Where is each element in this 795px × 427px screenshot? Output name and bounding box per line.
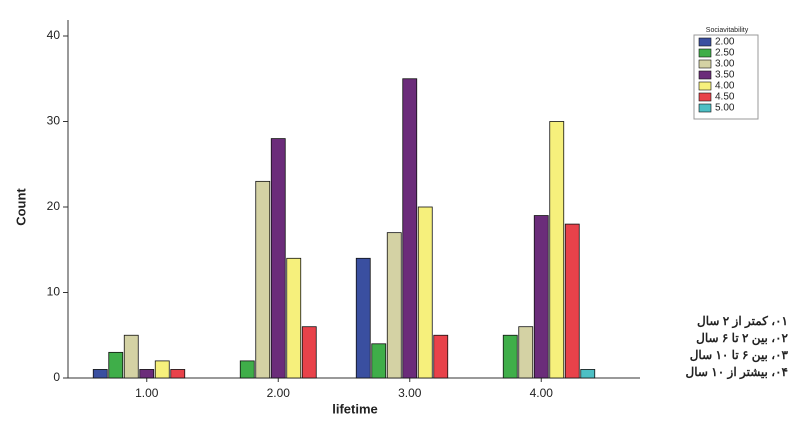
annotation: ۰۲، بین ۲ تا ۶ سال [696, 331, 788, 346]
legend-label: 4.50 [715, 92, 735, 103]
bar [565, 224, 579, 378]
y-axis-label: Count [13, 188, 28, 226]
bar [171, 369, 185, 378]
annotation: ۰۴، بیشتر از ۱۰ سال [686, 365, 788, 380]
bar [155, 361, 169, 378]
y-tick-label: 20 [47, 199, 61, 213]
legend-swatch [699, 60, 711, 68]
legend-label: 5.00 [715, 103, 735, 114]
legend-label: 2.50 [715, 48, 735, 59]
x-axis-label: lifetime [332, 401, 378, 416]
bar [93, 369, 107, 378]
bar [287, 258, 301, 378]
bar [434, 335, 448, 378]
legend-label: 4.00 [715, 81, 735, 92]
legend-label: 3.00 [715, 59, 735, 70]
y-tick-label: 30 [47, 114, 61, 128]
bar [302, 327, 316, 378]
bar [387, 233, 401, 378]
bar [503, 335, 517, 378]
bar [140, 369, 154, 378]
annotation: ۰۳، بین ۶ تا ۱۰ سال [690, 348, 789, 363]
legend-label: 3.50 [715, 70, 735, 81]
y-tick-label: 40 [47, 28, 61, 42]
x-tick-label: 1.00 [135, 386, 159, 400]
legend-swatch [699, 82, 711, 90]
y-tick-label: 10 [47, 285, 61, 299]
bar [356, 258, 370, 378]
legend-swatch [699, 71, 711, 79]
bar [581, 369, 595, 378]
x-tick-label: 3.00 [398, 386, 422, 400]
bar [550, 122, 564, 379]
bar [124, 335, 138, 378]
bar [519, 327, 533, 378]
bar [372, 344, 386, 378]
y-tick-label: 0 [53, 370, 60, 384]
legend-swatch [699, 93, 711, 101]
x-tick-label: 4.00 [530, 386, 554, 400]
bar [418, 207, 432, 378]
legend-swatch [699, 38, 711, 46]
bar [403, 79, 417, 378]
bar [109, 352, 123, 378]
legend-swatch [699, 104, 711, 112]
legend-title: Sociavitability [706, 27, 749, 34]
annotation: ۰۱، کمتر از ۲ سال [697, 314, 788, 329]
bar [534, 216, 548, 378]
legend-label: 2.00 [715, 37, 735, 48]
bar [271, 139, 285, 378]
bar [256, 181, 270, 378]
chart: lifetime Count Sociavitability 0 10 20 30 40… [0, 0, 795, 427]
bar [240, 361, 254, 378]
legend-swatch [699, 49, 711, 57]
x-tick-label: 2.00 [267, 386, 291, 400]
